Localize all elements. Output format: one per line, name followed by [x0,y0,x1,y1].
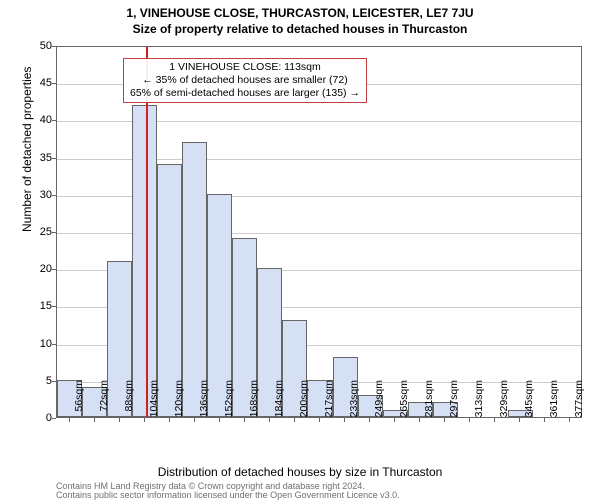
plot-area: 1 VINEHOUSE CLOSE: 113sqm← 35% of detach… [56,46,582,418]
x-tick-label: 217sqm [323,380,335,422]
chart-container: 1, VINEHOUSE CLOSE, THURCASTON, LEICESTE… [0,0,600,500]
y-tick-label: 10 [28,338,52,350]
histogram-bar [182,142,207,417]
x-tick-mark [444,418,445,422]
y-tick-mark [52,269,56,270]
y-tick-mark [52,158,56,159]
annotation-line: ← 35% of detached houses are smaller (72… [130,74,360,87]
x-tick-mark [194,418,195,422]
x-tick-mark [569,418,570,422]
x-tick-mark [344,418,345,422]
footer-attribution: Contains HM Land Registry data © Crown c… [56,482,400,500]
x-tick-mark [119,418,120,422]
x-tick-mark [369,418,370,422]
y-tick-label: 50 [28,40,52,52]
x-tick-mark [69,418,70,422]
x-tick-mark [294,418,295,422]
y-tick-mark [52,306,56,307]
x-tick-mark [544,418,545,422]
x-tick-mark [244,418,245,422]
histogram-bar [132,105,157,417]
x-tick-mark [219,418,220,422]
footer-line-2: Contains public sector information licen… [56,491,400,500]
x-tick-label: 72sqm [98,380,110,422]
x-tick-label: 281sqm [423,380,435,422]
x-tick-label: 56sqm [73,380,85,422]
y-tick-mark [52,195,56,196]
x-tick-label: 377sqm [573,380,585,422]
x-tick-label: 329sqm [498,380,510,422]
page-title-address: 1, VINEHOUSE CLOSE, THURCASTON, LEICESTE… [0,0,600,20]
x-tick-label: 152sqm [223,380,235,422]
y-axis-label: Number of detached properties [20,67,34,232]
y-tick-label: 20 [28,263,52,275]
y-tick-mark [52,418,56,419]
y-tick-mark [52,120,56,121]
x-tick-label: 313sqm [473,380,485,422]
x-tick-label: 184sqm [273,380,285,422]
x-tick-mark [469,418,470,422]
x-tick-mark [144,418,145,422]
x-tick-mark [319,418,320,422]
page-title-subtitle: Size of property relative to detached ho… [0,20,600,36]
y-tick-mark [52,232,56,233]
x-tick-mark [419,418,420,422]
x-tick-label: 88sqm [123,380,135,422]
x-tick-label: 233sqm [348,380,360,422]
x-tick-label: 345sqm [523,380,535,422]
plot-frame: 1 VINEHOUSE CLOSE: 113sqm← 35% of detach… [56,46,582,418]
y-tick-mark [52,83,56,84]
x-tick-mark [269,418,270,422]
x-tick-mark [519,418,520,422]
y-tick-label: 0 [28,412,52,424]
x-tick-mark [394,418,395,422]
x-tick-label: 265sqm [398,380,410,422]
y-tick-mark [52,381,56,382]
y-tick-mark [52,344,56,345]
x-tick-label: 361sqm [548,380,560,422]
x-tick-label: 136sqm [198,380,210,422]
x-tick-mark [94,418,95,422]
x-tick-mark [169,418,170,422]
x-tick-label: 120sqm [173,380,185,422]
y-tick-label: 15 [28,300,52,312]
annotation-box: 1 VINEHOUSE CLOSE: 113sqm← 35% of detach… [123,58,367,103]
y-tick-mark [52,46,56,47]
x-axis-label: Distribution of detached houses by size … [0,465,600,479]
x-tick-label: 249sqm [373,380,385,422]
x-tick-label: 200sqm [298,380,310,422]
x-tick-label: 104sqm [148,380,160,422]
x-tick-mark [494,418,495,422]
annotation-line: 65% of semi-detached houses are larger (… [130,87,360,100]
annotation-line: 1 VINEHOUSE CLOSE: 113sqm [130,61,360,74]
x-tick-label: 297sqm [448,380,460,422]
y-tick-label: 5 [28,375,52,387]
x-tick-label: 168sqm [248,380,260,422]
